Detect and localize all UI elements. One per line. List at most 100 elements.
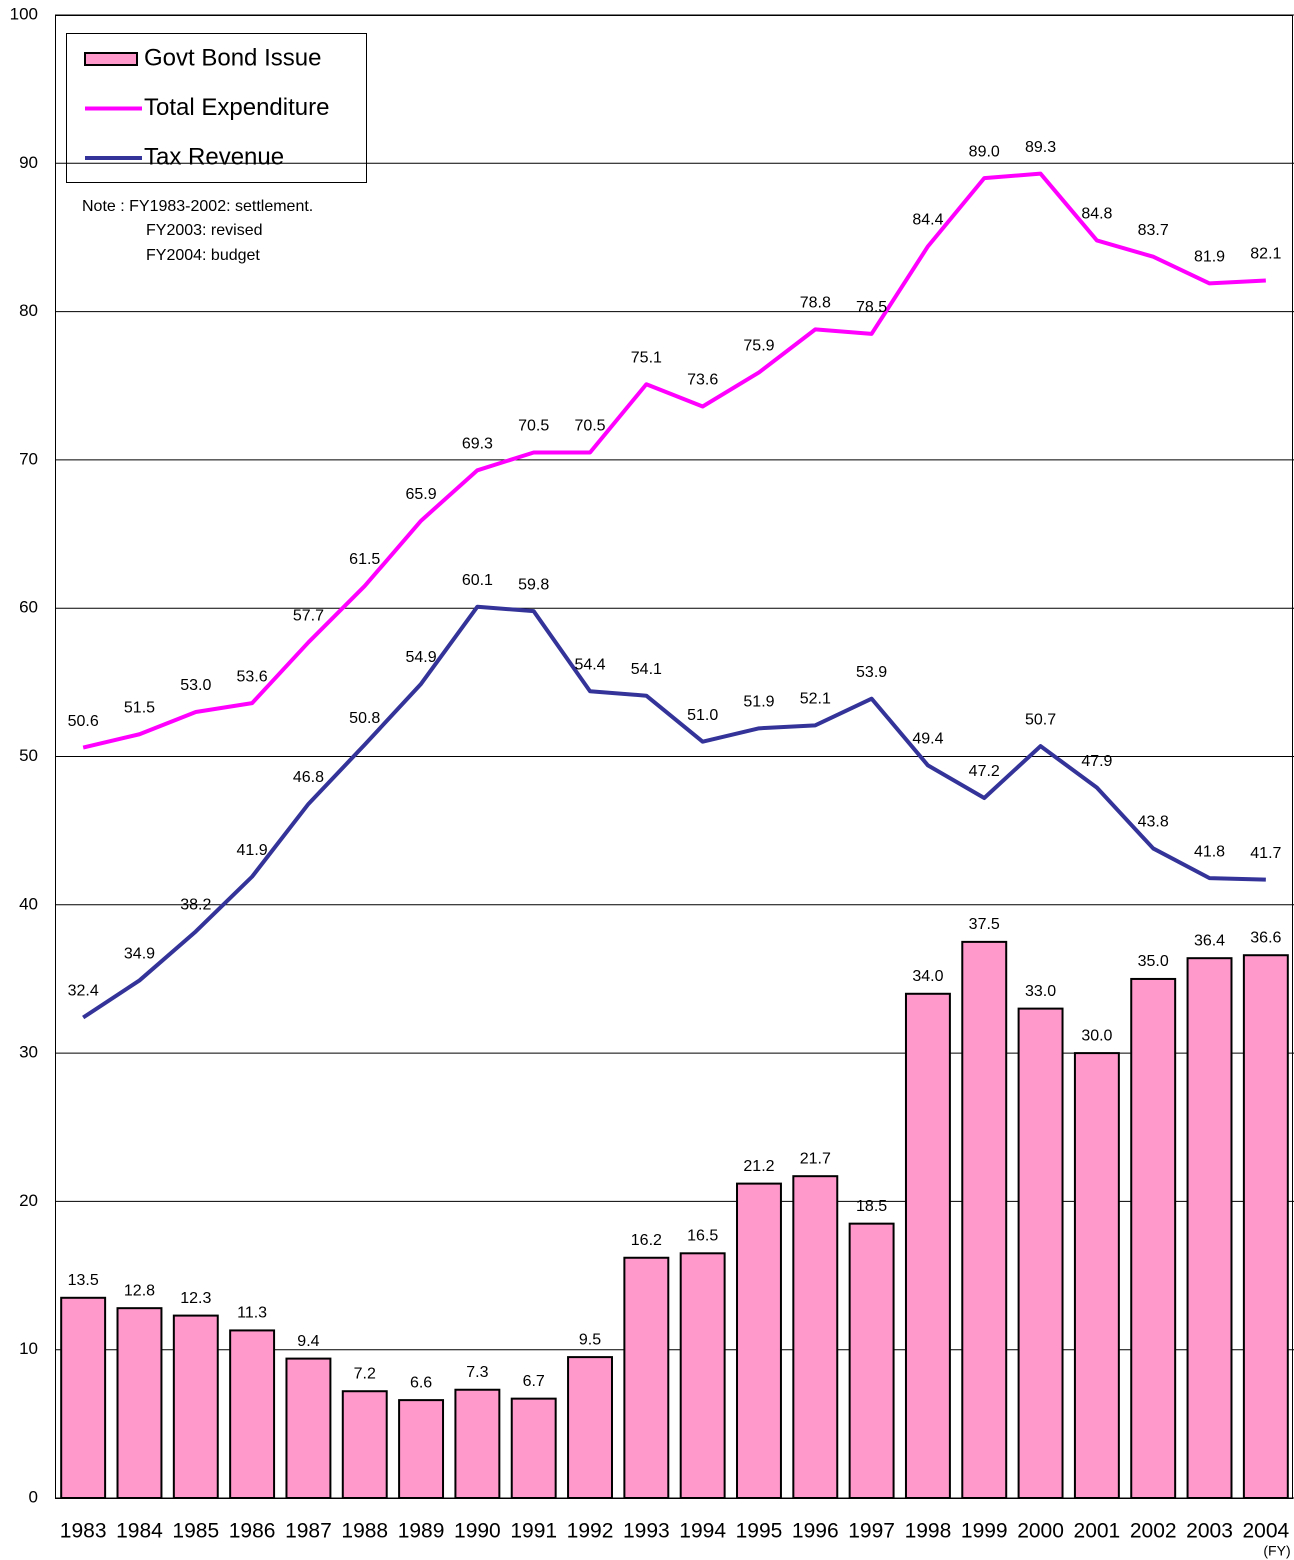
x-tick-label: 2000	[1017, 1520, 1064, 1543]
legend-label: Govt Bond Issue	[144, 44, 321, 71]
y-tick-label: 0	[29, 1487, 38, 1506]
data-label: 37.5	[969, 916, 1000, 933]
bar	[510, 1397, 557, 1500]
data-label: 21.2	[743, 1158, 774, 1175]
data-label: 52.1	[800, 691, 831, 708]
x-tick-label: 1987	[285, 1520, 332, 1543]
bar	[60, 1296, 107, 1500]
x-axis-label: (FY)	[1263, 1543, 1290, 1559]
data-label: 36.4	[1194, 932, 1225, 949]
data-label: 36.6	[1250, 929, 1281, 946]
bar	[341, 1390, 388, 1499]
bar	[398, 1399, 445, 1499]
data-label: 12.8	[124, 1282, 155, 1299]
bar	[961, 940, 1008, 1499]
legend-label: Tax Revenue	[144, 143, 284, 170]
y-tick-label: 30	[19, 1043, 38, 1062]
y-tick-label: 80	[19, 301, 38, 320]
data-label: 82.1	[1250, 246, 1281, 263]
bar	[679, 1252, 726, 1500]
data-label: 61.5	[349, 551, 380, 568]
bar	[1073, 1052, 1120, 1499]
legend-label: Total Expenditure	[144, 94, 329, 121]
data-label: 9.4	[297, 1333, 319, 1350]
x-tick-label: 1988	[341, 1520, 388, 1543]
bar	[454, 1388, 501, 1499]
data-label: 51.0	[687, 707, 718, 724]
data-label: 70.5	[518, 418, 549, 435]
data-label: 47.2	[969, 763, 1000, 780]
bar	[1017, 1007, 1064, 1499]
y-tick-label: 50	[19, 746, 38, 765]
data-label: 47.9	[1081, 753, 1112, 770]
bar	[792, 1175, 839, 1499]
x-tick-label: 1999	[961, 1520, 1008, 1543]
data-label: 59.8	[518, 576, 549, 593]
data-label: 51.9	[743, 694, 774, 711]
x-tick-label: 2002	[1130, 1520, 1177, 1543]
data-label: 6.7	[523, 1373, 545, 1390]
bar	[848, 1222, 895, 1500]
data-label: 18.5	[856, 1198, 887, 1215]
bar	[567, 1356, 613, 1499]
x-tick-label: 1995	[736, 1520, 783, 1543]
data-label: 33.0	[1025, 983, 1056, 1000]
x-tick-label: 2003	[1186, 1520, 1233, 1543]
data-label: 16.5	[687, 1228, 718, 1245]
x-tick-label: 1994	[679, 1520, 726, 1543]
data-label: 7.2	[354, 1365, 376, 1382]
y-tick-label: 60	[19, 598, 38, 617]
y-tick-label: 10	[19, 1339, 38, 1358]
bar	[623, 1256, 670, 1500]
bar	[229, 1329, 276, 1500]
x-tick-label: 1984	[116, 1520, 163, 1543]
x-tick-label: 2004	[1242, 1520, 1289, 1543]
x-tick-label: 1985	[172, 1520, 219, 1543]
bar	[1130, 977, 1177, 1499]
x-tick-label: 1992	[567, 1520, 614, 1543]
data-label: 41.7	[1250, 845, 1281, 862]
y-tick-label: 70	[19, 449, 38, 468]
data-label: 73.6	[687, 372, 718, 389]
data-label: 53.0	[180, 677, 211, 694]
x-tick-label: 1990	[454, 1520, 501, 1543]
note: FY2004: budget	[146, 247, 260, 264]
data-label: 51.5	[124, 699, 155, 716]
data-label: 50.8	[349, 710, 380, 727]
x-tick-label: 1997	[848, 1520, 895, 1543]
data-label: 89.3	[1025, 139, 1056, 156]
note: Note : FY1983-2002: settlement.	[82, 198, 313, 215]
line	[82, 171, 1266, 750]
data-label: 84.4	[912, 212, 943, 229]
data-label: 30.0	[1081, 1027, 1112, 1044]
data-label: 81.9	[1194, 249, 1225, 266]
data-label: 50.7	[1025, 711, 1056, 728]
data-label: 53.6	[237, 668, 268, 685]
data-label: 78.5	[856, 299, 887, 316]
bar	[1186, 957, 1233, 1499]
data-label: 35.0	[1138, 953, 1169, 970]
bar	[1242, 954, 1289, 1499]
data-label: 83.7	[1138, 222, 1169, 239]
x-tick-label: 1989	[398, 1520, 445, 1543]
y-tick-label: 40	[19, 894, 38, 913]
data-label: 41.9	[237, 842, 268, 859]
data-label: 7.3	[466, 1364, 488, 1381]
data-label: 16.2	[631, 1232, 662, 1249]
data-label: 46.8	[293, 769, 324, 786]
data-label: 38.2	[180, 897, 211, 914]
data-label: 53.9	[856, 664, 887, 681]
bar	[904, 992, 951, 1500]
data-label: 32.4	[68, 983, 99, 1000]
data-label: 41.8	[1194, 843, 1225, 860]
bar	[116, 1307, 163, 1500]
data-label: 54.9	[405, 649, 436, 666]
data-label: 78.8	[800, 295, 831, 312]
data-label: 54.4	[574, 656, 605, 673]
bar	[172, 1314, 219, 1499]
data-label: 6.6	[410, 1374, 432, 1391]
data-label: 84.8	[1081, 206, 1112, 223]
data-label: 70.5	[574, 418, 605, 435]
data-label: 89.0	[969, 143, 1000, 160]
